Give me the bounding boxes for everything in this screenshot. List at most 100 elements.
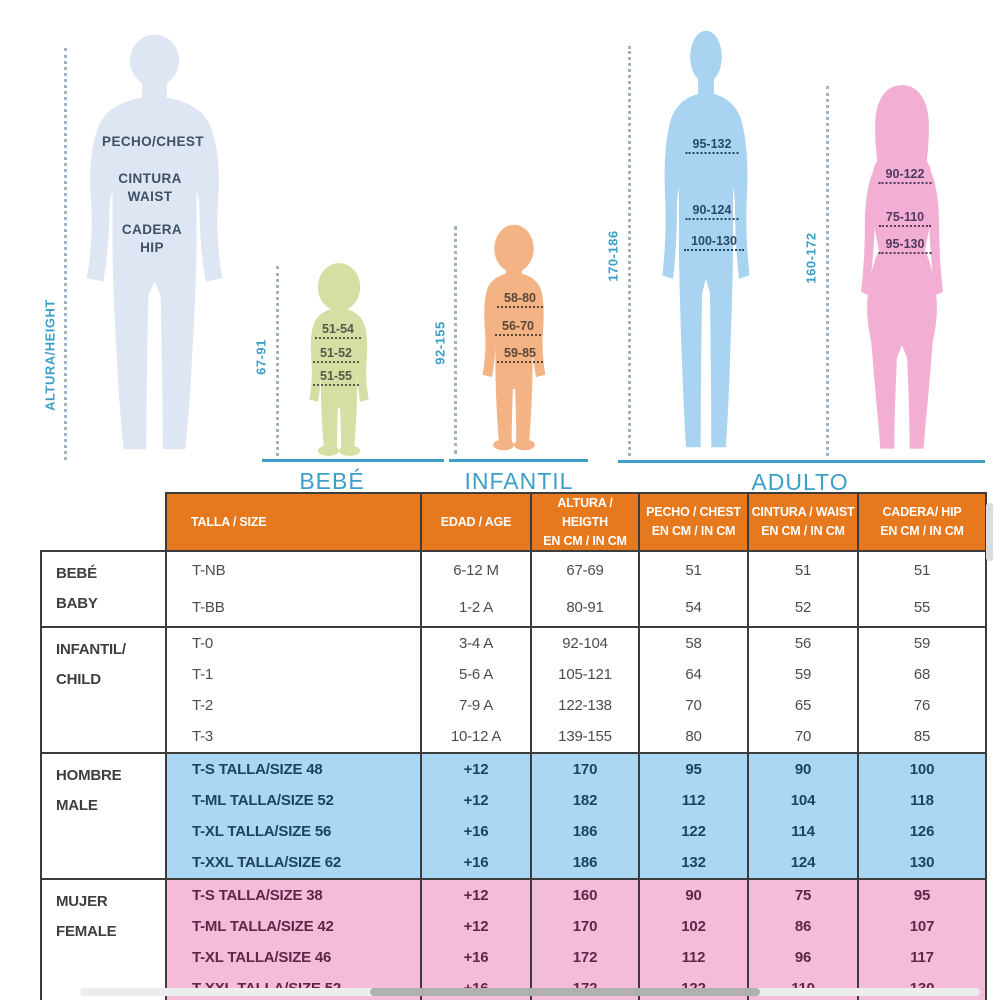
baby-height-dotted-line bbox=[276, 266, 279, 456]
cell-cadera: 107 bbox=[857, 911, 987, 943]
cell-edad: +16 bbox=[420, 847, 532, 880]
child-height-dotted-line bbox=[454, 226, 457, 454]
cell-cintura: 96 bbox=[747, 942, 859, 974]
cell-cintura: 114 bbox=[747, 816, 859, 848]
cell-edad: +12 bbox=[420, 911, 532, 943]
bebe-section-label: BEBÉ bbox=[299, 468, 365, 494]
cell-cadera: 51 bbox=[857, 551, 987, 590]
cell-cintura: 124 bbox=[747, 847, 859, 880]
cell-altura: 105-121 bbox=[530, 659, 640, 691]
cell-altura: 139-155 bbox=[530, 721, 640, 754]
group-label-hombre: HOMBRE MALE bbox=[40, 753, 167, 880]
cell-pecho: 122 bbox=[638, 816, 749, 848]
cell-talla: T-ML TALLA/SIZE 42 bbox=[165, 911, 422, 943]
cell-talla: T-ML TALLA/SIZE 52 bbox=[165, 785, 422, 817]
table-header-row: TALLA / SIZE EDAD / AGE ALTURA / HEIGTH … bbox=[41, 491, 987, 553]
cell-cintura: 51 bbox=[747, 551, 859, 590]
horizontal-scrollbar-track[interactable] bbox=[80, 988, 980, 996]
table-row: T-XL TALLA/SIZE 46 +16 172 112 96 117 bbox=[41, 942, 987, 974]
adult-male-waist-measure: 90-124 bbox=[685, 203, 739, 220]
adulto-section-underline bbox=[618, 460, 985, 463]
cell-altura: 182 bbox=[530, 785, 640, 817]
baby-chest-measure: 51-54 bbox=[315, 322, 361, 339]
cell-talla: T-XL TALLA/SIZE 46 bbox=[165, 942, 422, 974]
cell-altura: 172 bbox=[530, 942, 640, 974]
cell-edad: 6-12 M bbox=[420, 551, 532, 590]
reference-height-dotted-line bbox=[64, 48, 67, 460]
table-row: MUJER FEMALE T-S TALLA/SIZE 38 +12 160 9… bbox=[40, 879, 987, 1000]
cell-cadera: 76 bbox=[857, 690, 987, 722]
cell-pecho: 112 bbox=[638, 785, 749, 817]
column-header-pecho-chest: PECHO / CHEST EN CM / IN CM bbox=[638, 491, 749, 553]
infantil-section-label: INFANTIL bbox=[464, 468, 574, 494]
column-header-talla-size: TALLA / SIZE bbox=[165, 491, 422, 553]
group-label-mujer: MUJER FEMALE bbox=[40, 879, 167, 1000]
cell-pecho: 95 bbox=[638, 753, 749, 786]
child-waist-measure: 56-70 bbox=[495, 319, 541, 336]
cell-altura: 186 bbox=[530, 816, 640, 848]
cell-talla: T-S TALLA/SIZE 48 bbox=[165, 753, 422, 786]
cell-cadera: 85 bbox=[857, 721, 987, 754]
group-infantil-child: INFANTIL/ CHILD T-0 3-4 A 92-104 58 56 5… bbox=[40, 627, 987, 754]
adult-female-waist-measure: 75-110 bbox=[878, 210, 932, 227]
cell-cintura: 59 bbox=[747, 659, 859, 691]
cell-talla: T-BB bbox=[165, 589, 422, 628]
adult-female-height-dotted-line bbox=[826, 86, 829, 456]
cell-altura: 80-91 bbox=[530, 589, 640, 628]
vertical-scrollbar-thumb[interactable] bbox=[986, 503, 993, 561]
cell-altura: 160 bbox=[530, 879, 640, 912]
cell-edad: 1-2 A bbox=[420, 589, 532, 628]
cell-pecho: 51 bbox=[638, 551, 749, 590]
cell-cintura: 56 bbox=[747, 627, 859, 660]
child-chest-measure: 58-80 bbox=[497, 291, 543, 308]
table-row: BEBÉ BABY T-NB 6-12 M 67-69 51 51 51 bbox=[40, 551, 987, 628]
infantil-section-underline bbox=[449, 459, 588, 462]
cell-cadera: 68 bbox=[857, 659, 987, 691]
header-empty-cell bbox=[41, 493, 166, 551]
cell-talla: T-XL TALLA/SIZE 56 bbox=[165, 816, 422, 848]
altura-height-axis-label: ALTURA/HEIGHT bbox=[42, 299, 58, 411]
cell-edad: 3-4 A bbox=[420, 627, 532, 660]
cell-cintura: 70 bbox=[747, 721, 859, 754]
cell-pecho: 90 bbox=[638, 879, 749, 912]
cell-altura: 186 bbox=[530, 847, 640, 880]
adult-male-hip-measure: 100-130 bbox=[684, 234, 744, 251]
table-row: INFANTIL/ CHILD T-0 3-4 A 92-104 58 56 5… bbox=[40, 627, 987, 754]
cell-cadera: 59 bbox=[857, 627, 987, 660]
cell-edad: +12 bbox=[420, 879, 532, 912]
column-header-altura-height: ALTURA / HEIGTH EN CM / IN CM bbox=[530, 491, 640, 553]
table-row: T-XXL TALLA/SIZE 62 +16 186 132 124 130 bbox=[41, 847, 987, 880]
group-label-infantil: INFANTIL/ CHILD bbox=[40, 627, 167, 754]
baby-waist-measure: 51-52 bbox=[313, 346, 359, 363]
adult-female-hip-measure: 95-130 bbox=[878, 237, 932, 254]
size-table: TALLA / SIZE EDAD / AGE ALTURA / HEIGTH … bbox=[40, 491, 987, 1000]
column-header-cadera-hip: CADERA/ HIP EN CM / IN CM bbox=[857, 491, 987, 553]
cell-altura: 122-138 bbox=[530, 690, 640, 722]
cell-edad: +16 bbox=[420, 942, 532, 974]
baby-height-range-label: 67-91 bbox=[253, 339, 269, 375]
figure-child-silhouette bbox=[482, 224, 546, 451]
group-hombre-male: HOMBRE MALE T-S TALLA/SIZE 48 +12 170 95… bbox=[40, 753, 987, 880]
cell-pecho: 112 bbox=[638, 942, 749, 974]
cell-pecho: 58 bbox=[638, 627, 749, 660]
cell-cintura: 86 bbox=[747, 911, 859, 943]
group-bebe-baby: BEBÉ BABY T-NB 6-12 M 67-69 51 51 51 T-B… bbox=[40, 551, 987, 628]
cell-cadera: 117 bbox=[857, 942, 987, 974]
cell-talla: T-NB bbox=[165, 551, 422, 590]
figure-baby-silhouette bbox=[309, 263, 369, 456]
adult-male-chest-measure: 95-132 bbox=[685, 137, 739, 154]
table-row: T-BB 1-2 A 80-91 54 52 55 bbox=[41, 589, 987, 628]
cell-altura: 170 bbox=[530, 753, 640, 786]
cell-cadera: 126 bbox=[857, 816, 987, 848]
cell-talla: T-0 bbox=[165, 627, 422, 660]
figure-reference-silhouette bbox=[86, 34, 223, 450]
cell-talla: T-3 bbox=[165, 721, 422, 754]
cell-edad: 10-12 A bbox=[420, 721, 532, 754]
horizontal-scrollbar-thumb[interactable] bbox=[370, 988, 760, 996]
cell-cintura: 65 bbox=[747, 690, 859, 722]
baby-hip-measure: 51-55 bbox=[313, 369, 359, 386]
cell-cadera: 100 bbox=[857, 753, 987, 786]
cell-edad: +16 bbox=[420, 816, 532, 848]
cell-altura: 67-69 bbox=[530, 551, 640, 590]
cell-cadera: 118 bbox=[857, 785, 987, 817]
